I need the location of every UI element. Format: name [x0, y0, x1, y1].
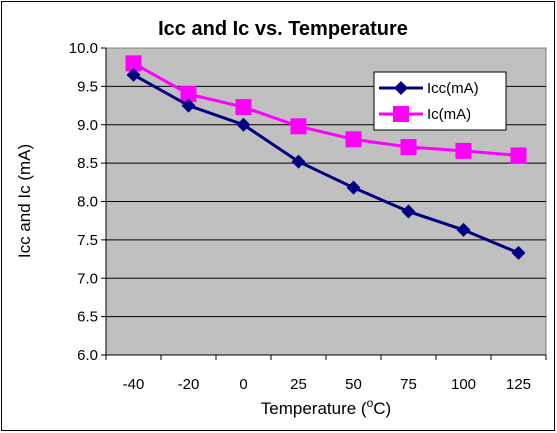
x-tick-label: 25 [290, 376, 307, 393]
data-point [181, 98, 196, 113]
axes [101, 47, 547, 360]
data-point [346, 180, 361, 195]
data-point [345, 131, 362, 148]
data-point [235, 99, 252, 116]
data-point [236, 117, 251, 132]
x-tick-label: -40 [123, 376, 145, 393]
y-tick-label: 7.5 [77, 232, 98, 249]
data-point [400, 139, 417, 156]
y-tick-label: 10.0 [69, 40, 98, 57]
legend-label-icc: Icc(mA) [427, 80, 479, 97]
data-point [511, 245, 526, 260]
data-point [455, 142, 472, 159]
data-point [456, 222, 471, 237]
data-point [125, 55, 142, 72]
x-axis-label-prefix: Temperature ( [261, 399, 367, 418]
x-axis-label-superscript: o [367, 396, 374, 410]
x-tick-labels: -40 -20 0 25 50 75 100 125 [123, 376, 531, 393]
x-tick-label: -20 [178, 376, 200, 393]
data-point [290, 118, 307, 135]
y-tick-label: 9.0 [77, 117, 98, 134]
y-tick-label: 6.5 [77, 309, 98, 326]
data-point [510, 147, 527, 164]
y-tick-label: 8.0 [77, 194, 98, 211]
x-tick-label: 50 [345, 376, 362, 393]
series-line [132, 62, 519, 157]
y-tick-label: 9.5 [77, 78, 98, 95]
series-layer [125, 55, 527, 260]
x-tick-label: 100 [451, 376, 476, 393]
y-tick-label: 7.0 [77, 270, 98, 287]
x-tick-label: 75 [400, 376, 417, 393]
y-axis-label: Icc and Ic (mA) [15, 144, 34, 258]
legend-marker-ic [393, 106, 409, 122]
data-point [291, 154, 306, 169]
x-tick-label: 0 [239, 376, 247, 393]
series-ic [125, 55, 527, 164]
legend-label-ic: Ic(mA) [427, 106, 471, 123]
y-tick-label: 8.5 [77, 155, 98, 172]
data-point [126, 67, 141, 82]
y-tick-label: 6.0 [77, 347, 98, 364]
series-icc [126, 67, 526, 260]
x-axis-label: Temperature (oC) [261, 396, 391, 418]
x-tick-label: 125 [506, 376, 531, 393]
gridlines [106, 85, 546, 318]
chart-title: Icc and Ic vs. Temperature [158, 18, 408, 40]
series-line [132, 73, 520, 255]
y-tick-labels: 6.0 6.5 7.0 7.5 8.0 8.5 9.0 9.5 10.0 [69, 40, 98, 364]
legend: Icc(mA) Ic(mA) [373, 71, 507, 131]
x-axis-label-suffix: C) [373, 399, 391, 418]
data-point [401, 204, 416, 219]
legend-marker-icc [394, 81, 408, 95]
data-point [180, 86, 197, 103]
